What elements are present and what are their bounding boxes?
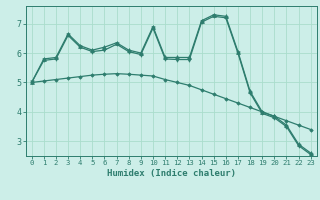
X-axis label: Humidex (Indice chaleur): Humidex (Indice chaleur) — [107, 169, 236, 178]
